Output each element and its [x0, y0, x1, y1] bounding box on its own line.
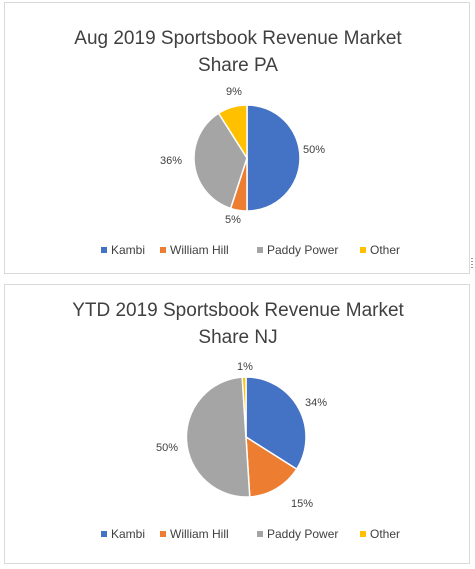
pie-slice-other[interactable]: [241, 376, 247, 438]
pie-slice-william-hill[interactable]: [245, 435, 298, 498]
legend-label-paddy-power[interactable]: Paddy Power: [267, 243, 338, 257]
resize-handle[interactable]: [471, 258, 473, 268]
legend-label-william-hill[interactable]: William Hill: [170, 527, 229, 541]
nj-market-share-chart[interactable]: YTD 2019 Sportsbook Revenue Market Share…: [4, 284, 470, 564]
chart-title-line-2: Share PA: [198, 55, 278, 76]
legend-label-kambi[interactable]: Kambi: [111, 243, 145, 257]
nj-pie-chart-svg: YTD 2019 Sportsbook Revenue Market Share…: [72, 300, 404, 541]
legend-swatch-william-hill: [160, 247, 166, 253]
pie-slices: [193, 104, 301, 212]
data-label-william-hill: 5%: [225, 214, 241, 226]
legend-label-paddy-power[interactable]: Paddy Power: [267, 527, 338, 541]
data-label-paddy-power: 50%: [156, 442, 178, 454]
legend: Kambi William Hill Paddy Power Other: [101, 527, 400, 541]
data-labels: 34% 15% 50% 1%: [156, 361, 327, 510]
legend-swatch-other: [360, 247, 366, 253]
pa-pie-chart-svg: Aug 2019 Sportsbook Revenue Market Share…: [74, 28, 402, 257]
chart-title-line-1: YTD 2019 Sportsbook Revenue Market: [72, 300, 404, 321]
legend-label-william-hill[interactable]: William Hill: [170, 243, 229, 257]
data-label-paddy-power: 36%: [160, 155, 182, 167]
legend-label-other[interactable]: Other: [370, 527, 400, 541]
legend-swatch-paddy-power: [257, 531, 263, 537]
data-label-other: 9%: [226, 86, 242, 98]
chart-title-line-1: Aug 2019 Sportsbook Revenue Market: [74, 28, 402, 49]
legend-swatch-kambi: [101, 247, 107, 253]
legend-label-kambi[interactable]: Kambi: [111, 527, 145, 541]
pie-slice-paddy-power[interactable]: [193, 112, 248, 210]
data-labels: 50% 5% 36% 9%: [160, 86, 325, 226]
data-label-other: 1%: [237, 361, 253, 373]
legend-swatch-other: [360, 531, 366, 537]
pa-market-share-chart[interactable]: Aug 2019 Sportsbook Revenue Market Share…: [4, 2, 473, 274]
data-label-kambi: 50%: [303, 144, 325, 156]
legend: Kambi William Hill Paddy Power Other: [101, 243, 400, 257]
pie-slice-paddy-power[interactable]: [185, 376, 251, 498]
pie-slices: [185, 376, 307, 498]
chart-title-line-2: Share NJ: [198, 327, 277, 348]
pie-slice-other[interactable]: [217, 104, 248, 161]
legend-swatch-kambi: [101, 531, 107, 537]
data-label-william-hill: 15%: [291, 498, 313, 510]
data-label-kambi: 34%: [305, 397, 327, 409]
legend-swatch-paddy-power: [257, 247, 263, 253]
pie-slice-kambi[interactable]: [246, 104, 301, 212]
legend-label-other[interactable]: Other: [370, 243, 400, 257]
legend-swatch-william-hill: [160, 531, 166, 537]
